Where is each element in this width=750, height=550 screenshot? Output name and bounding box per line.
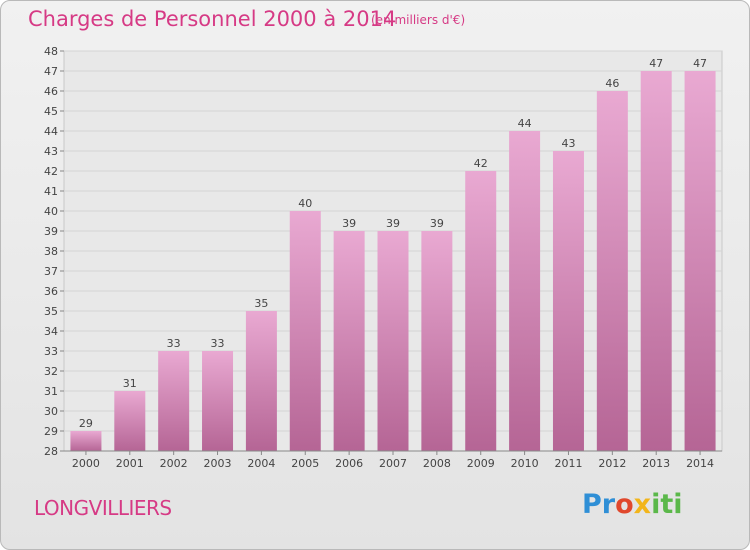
bar (158, 351, 190, 451)
bar (465, 171, 497, 451)
data-label: 33 (211, 337, 225, 350)
x-tick-label: 2002 (160, 457, 188, 470)
logo-part-x: x (633, 489, 652, 520)
y-tick-label: 40 (44, 205, 58, 218)
data-label: 47 (693, 57, 707, 70)
bar (640, 71, 672, 451)
data-label: 33 (167, 337, 181, 350)
x-tick-label: 2009 (467, 457, 495, 470)
y-tick-label: 28 (44, 445, 58, 458)
x-tick-label: 2004 (247, 457, 275, 470)
bar (114, 391, 146, 451)
y-tick-label: 30 (44, 405, 58, 418)
data-label: 31 (123, 377, 137, 390)
logo-part-o: o (615, 489, 634, 520)
y-tick-label: 42 (44, 165, 58, 178)
x-tick-label: 2005 (291, 457, 319, 470)
data-label: 42 (474, 157, 488, 170)
y-tick-label: 33 (44, 345, 58, 358)
x-tick-label: 2001 (116, 457, 144, 470)
bar (552, 151, 584, 451)
bar (70, 431, 102, 451)
bar (596, 91, 628, 451)
y-tick-label: 32 (44, 365, 58, 378)
data-label: 40 (298, 197, 312, 210)
proxiti-logo[interactable]: Proxiti (582, 489, 683, 520)
y-tick-label: 41 (44, 185, 58, 198)
chart-subtitle: (en milliers d'€) (371, 13, 466, 27)
data-label: 46 (605, 77, 619, 90)
logo-part-iti: iti (651, 489, 683, 520)
y-axis: 28 29 30 31 32 33 34 35 36 37 38 39 40 41 42 43 44 45 46 47… (44, 45, 64, 458)
x-tick-label: 2007 (379, 457, 407, 470)
x-tick-label: 2014 (686, 457, 714, 470)
y-tick-label: 47 (44, 65, 58, 78)
data-label: 39 (342, 217, 356, 230)
bar (684, 71, 716, 451)
bar (421, 231, 453, 451)
bar (245, 311, 277, 451)
data-label: 44 (518, 117, 532, 130)
x-tick-label: 2000 (72, 457, 100, 470)
y-tick-label: 34 (44, 325, 58, 338)
logo-part-pr: Pr (582, 489, 616, 520)
data-label: 39 (430, 217, 444, 230)
bar (202, 351, 234, 451)
data-label: 43 (561, 137, 575, 150)
data-label: 29 (79, 417, 93, 430)
bar (333, 231, 365, 451)
x-tick-label: 2012 (598, 457, 626, 470)
y-tick-label: 29 (44, 425, 58, 438)
bars: 29 31 33 33 35 40 39 39 39 42 44 43 46 47 47 (70, 57, 716, 451)
data-label: 39 (386, 217, 400, 230)
x-tick-label: 2013 (642, 457, 670, 470)
data-label: 47 (649, 57, 663, 70)
x-tick-label: 2003 (204, 457, 232, 470)
x-tick-label: 2006 (335, 457, 363, 470)
bar (377, 231, 409, 451)
bar (289, 211, 321, 451)
y-tick-label: 43 (44, 145, 58, 158)
y-tick-label: 31 (44, 385, 58, 398)
x-tick-label: 2008 (423, 457, 451, 470)
chart-title: Charges de Personnel 2000 à 2014 (28, 7, 397, 31)
y-tick-label: 48 (44, 45, 58, 58)
y-tick-label: 37 (44, 265, 58, 278)
commune-name: LONGVILLIERS (34, 496, 172, 520)
y-tick-label: 44 (44, 125, 58, 138)
y-tick-label: 35 (44, 305, 58, 318)
data-label: 35 (254, 297, 268, 310)
x-axis: 2000 2001 2002 2003 2004 2005 2006 2007 2008 2009… (64, 450, 722, 470)
y-tick-label: 38 (44, 245, 58, 258)
y-tick-label: 45 (44, 105, 58, 118)
bar (509, 131, 541, 451)
x-tick-label: 2010 (511, 457, 539, 470)
y-tick-label: 46 (44, 85, 58, 98)
y-tick-label: 36 (44, 285, 58, 298)
y-tick-label: 39 (44, 225, 58, 238)
x-tick-label: 2011 (554, 457, 582, 470)
